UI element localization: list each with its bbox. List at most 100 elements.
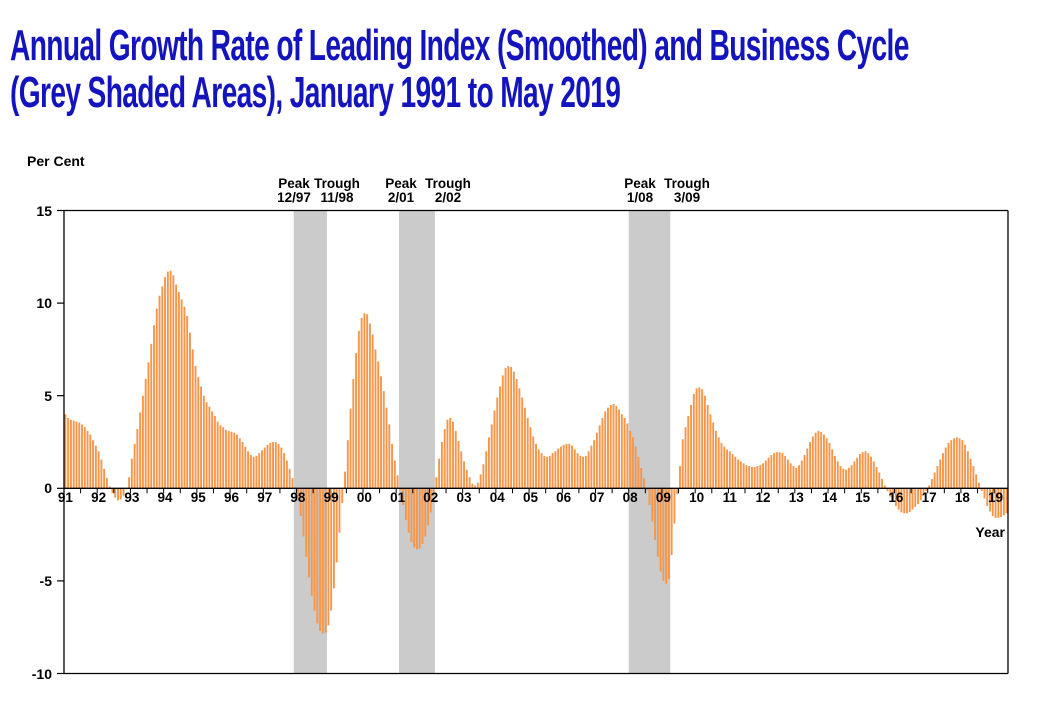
data-bar xyxy=(977,482,980,489)
data-bar xyxy=(662,488,665,581)
data-bar xyxy=(745,465,748,489)
data-bar xyxy=(213,416,216,489)
data-bar xyxy=(280,447,283,489)
data-bar xyxy=(252,456,255,489)
data-bar xyxy=(698,387,701,489)
data-bar xyxy=(842,468,845,489)
data-bar xyxy=(706,404,709,489)
data-bar xyxy=(928,485,931,489)
data-bar xyxy=(319,488,322,631)
data-bar xyxy=(670,488,673,555)
data-bar xyxy=(734,456,737,489)
data-bar xyxy=(1005,488,1008,514)
data-bar xyxy=(609,404,612,489)
data-bar xyxy=(701,389,704,489)
data-bar xyxy=(72,420,75,489)
data-bar xyxy=(344,471,346,489)
data-bar xyxy=(202,395,205,489)
data-bar xyxy=(255,455,258,489)
data-bar xyxy=(897,488,900,510)
data-bar xyxy=(969,458,972,489)
data-bar xyxy=(584,455,587,489)
data-bar xyxy=(308,488,310,578)
data-bar xyxy=(712,422,715,489)
data-bar xyxy=(604,411,607,489)
data-bar xyxy=(366,314,369,489)
data-bar xyxy=(288,468,291,489)
data-bar xyxy=(518,388,521,489)
data-bar xyxy=(720,442,723,489)
data-bar xyxy=(321,488,324,634)
data-bar xyxy=(723,446,726,489)
data-bar xyxy=(781,453,784,489)
data-bar xyxy=(404,488,407,520)
data-bar xyxy=(285,460,288,489)
data-bar xyxy=(936,466,939,489)
data-bar xyxy=(454,430,457,489)
data-bar xyxy=(731,454,734,489)
data-bar xyxy=(479,474,482,489)
data-bar xyxy=(305,488,308,557)
data-bar xyxy=(410,488,413,543)
data-bar xyxy=(651,488,654,522)
data-bar xyxy=(460,451,463,489)
data-bar xyxy=(559,446,562,489)
data-bar xyxy=(864,451,867,489)
data-bar xyxy=(944,447,947,489)
data-bar xyxy=(357,330,360,489)
data-bar xyxy=(111,488,114,493)
data-bar xyxy=(817,430,820,489)
recession-band xyxy=(398,210,435,674)
data-bar xyxy=(330,488,333,611)
data-bar xyxy=(86,430,89,489)
data-bar xyxy=(626,423,629,489)
data-bar xyxy=(673,488,676,524)
data-bar xyxy=(266,444,269,489)
data-bar xyxy=(980,488,983,492)
data-bar xyxy=(526,417,529,489)
data-bar xyxy=(371,334,374,489)
data-bar xyxy=(499,386,501,489)
data-bar xyxy=(391,443,394,489)
data-bar xyxy=(997,488,1000,518)
data-bar xyxy=(894,488,897,506)
data-bar xyxy=(261,450,263,489)
data-bar xyxy=(449,417,452,489)
data-bar xyxy=(659,488,662,572)
data-bar xyxy=(983,488,986,499)
data-bar xyxy=(418,488,421,549)
data-bar xyxy=(798,465,800,489)
data-bar xyxy=(784,455,787,489)
data-bar xyxy=(631,437,634,489)
data-bar xyxy=(380,376,382,489)
data-bar xyxy=(811,436,814,489)
data-bar xyxy=(919,488,922,501)
data-bar xyxy=(828,442,831,489)
data-bar xyxy=(457,441,460,489)
data-bar xyxy=(703,395,706,489)
data-bar xyxy=(715,430,717,489)
data-bar xyxy=(845,469,848,489)
data-bar xyxy=(571,445,573,489)
data-bar xyxy=(183,306,186,489)
data-bar xyxy=(200,386,202,489)
data-bar xyxy=(227,430,230,489)
data-bar xyxy=(382,391,385,489)
data-bar xyxy=(582,456,585,489)
data-bar xyxy=(310,488,313,596)
data-bar xyxy=(607,407,609,489)
data-bar xyxy=(886,488,889,492)
data-bar xyxy=(546,456,549,489)
data-bar xyxy=(407,488,410,533)
data-bar xyxy=(272,442,274,489)
data-bar xyxy=(908,488,911,513)
data-bar xyxy=(612,404,615,489)
data-bar xyxy=(186,316,189,489)
data-bar xyxy=(147,362,150,489)
data-bar xyxy=(535,443,537,489)
data-bar xyxy=(803,454,806,489)
data-bar xyxy=(950,440,953,489)
data-bar xyxy=(750,467,753,489)
